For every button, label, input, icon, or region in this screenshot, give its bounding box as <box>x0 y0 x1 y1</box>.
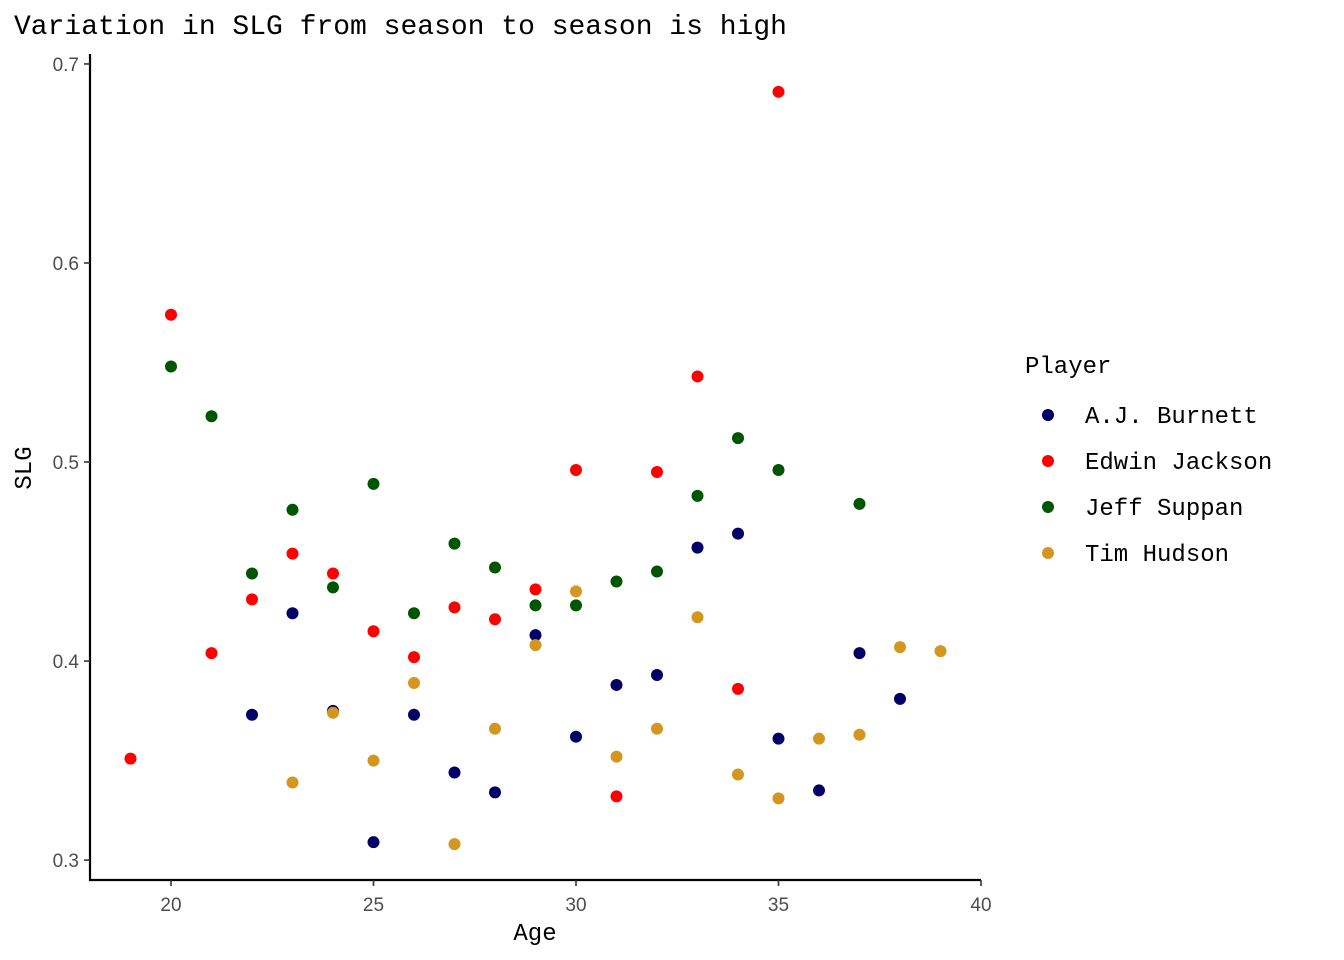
legend-key-jeff-suppan <box>1042 501 1054 513</box>
data-point-tim-hudson <box>489 723 501 735</box>
data-point-edwin-jackson <box>570 464 582 476</box>
data-point-edwin-jackson <box>165 309 177 321</box>
data-point-tim-hudson <box>408 677 420 689</box>
y-tick-label: 0.6 <box>53 254 79 275</box>
data-point-jeff-suppan <box>570 599 582 611</box>
data-point-jeff-suppan <box>651 565 663 577</box>
data-point-jeff-suppan <box>368 478 380 490</box>
data-point-tim-hudson <box>813 733 825 745</box>
data-point-jeff-suppan <box>206 410 218 422</box>
data-point-a-j-burnett <box>692 542 704 554</box>
data-point-a-j-burnett <box>287 607 299 619</box>
data-point-edwin-jackson <box>773 86 785 98</box>
data-point-edwin-jackson <box>125 753 137 765</box>
data-point-jeff-suppan <box>773 464 785 476</box>
chart-title: Variation in SLG from season to season i… <box>14 12 787 43</box>
data-point-tim-hudson <box>449 838 461 850</box>
legend-title: Player <box>1025 354 1111 381</box>
data-point-edwin-jackson <box>530 583 542 595</box>
y-axis-title: SLG <box>12 446 39 489</box>
data-point-edwin-jackson <box>368 625 380 637</box>
legend-key-tim-hudson <box>1042 547 1054 559</box>
data-point-tim-hudson <box>773 792 785 804</box>
data-point-jeff-suppan <box>408 607 420 619</box>
data-point-tim-hudson <box>287 776 299 788</box>
data-point-jeff-suppan <box>854 498 866 510</box>
legend: Player A.J. Burnett Edwin Jackson Jeff Sup… <box>1025 354 1272 569</box>
data-point-tim-hudson <box>894 641 906 653</box>
data-point-edwin-jackson <box>206 647 218 659</box>
data-point-jeff-suppan <box>611 575 623 587</box>
x-tick-label: 30 <box>565 895 586 916</box>
data-point-edwin-jackson <box>246 593 258 605</box>
y-tick-label: 0.4 <box>53 652 80 673</box>
data-point-tim-hudson <box>692 611 704 623</box>
x-tick-label: 20 <box>160 895 181 916</box>
legend-key-edwin-jackson <box>1042 455 1054 467</box>
data-point-jeff-suppan <box>489 562 501 574</box>
data-point-edwin-jackson <box>408 651 420 663</box>
data-point-edwin-jackson <box>732 683 744 695</box>
data-point-jeff-suppan <box>327 581 339 593</box>
data-point-a-j-burnett <box>854 647 866 659</box>
data-point-tim-hudson <box>935 645 947 657</box>
data-point-jeff-suppan <box>246 567 258 579</box>
data-point-a-j-burnett <box>449 767 461 779</box>
data-point-edwin-jackson <box>692 370 704 382</box>
data-point-jeff-suppan <box>692 490 704 502</box>
data-point-jeff-suppan <box>530 599 542 611</box>
data-point-tim-hudson <box>368 755 380 767</box>
data-point-a-j-burnett <box>246 709 258 721</box>
data-point-jeff-suppan <box>732 432 744 444</box>
data-point-edwin-jackson <box>449 601 461 613</box>
data-point-edwin-jackson <box>611 790 623 802</box>
data-point-a-j-burnett <box>489 786 501 798</box>
data-point-jeff-suppan <box>165 360 177 372</box>
data-point-tim-hudson <box>327 707 339 719</box>
data-point-a-j-burnett <box>651 669 663 681</box>
data-point-a-j-burnett <box>773 733 785 745</box>
data-point-jeff-suppan <box>449 538 461 550</box>
data-point-tim-hudson <box>611 751 623 763</box>
data-point-a-j-burnett <box>813 784 825 796</box>
x-tick-label: 35 <box>768 895 789 916</box>
plot-area: 20 25 30 35 40 0.3 0.4 0.5 0.6 0.7 <box>53 54 992 916</box>
x-axis-title: Age <box>513 921 556 948</box>
data-point-jeff-suppan <box>287 504 299 516</box>
legend-label-edwin-jackson: Edwin Jackson <box>1085 450 1272 477</box>
data-point-a-j-burnett <box>732 528 744 540</box>
data-point-edwin-jackson <box>327 567 339 579</box>
y-tick-label: 0.3 <box>53 851 79 872</box>
legend-label-tim-hudson: Tim Hudson <box>1085 542 1229 569</box>
x-tick-label: 25 <box>363 895 384 916</box>
data-point-a-j-burnett <box>570 731 582 743</box>
legend-label-jeff-suppan: Jeff Suppan <box>1085 496 1243 523</box>
data-point-a-j-burnett <box>368 836 380 848</box>
data-point-edwin-jackson <box>651 466 663 478</box>
data-point-a-j-burnett <box>894 693 906 705</box>
y-tick-label: 0.5 <box>53 453 79 474</box>
data-point-tim-hudson <box>854 729 866 741</box>
data-point-a-j-burnett <box>408 709 420 721</box>
data-point-a-j-burnett <box>611 679 623 691</box>
data-point-edwin-jackson <box>287 548 299 560</box>
data-point-tim-hudson <box>732 769 744 781</box>
data-point-tim-hudson <box>651 723 663 735</box>
data-point-tim-hudson <box>530 639 542 651</box>
legend-key-a-j-burnett <box>1042 409 1054 421</box>
x-tick-label: 40 <box>970 895 991 916</box>
y-tick-label: 0.7 <box>53 55 79 76</box>
data-point-edwin-jackson <box>489 613 501 625</box>
legend-label-a-j-burnett: A.J. Burnett <box>1085 404 1258 431</box>
data-point-tim-hudson <box>570 585 582 597</box>
